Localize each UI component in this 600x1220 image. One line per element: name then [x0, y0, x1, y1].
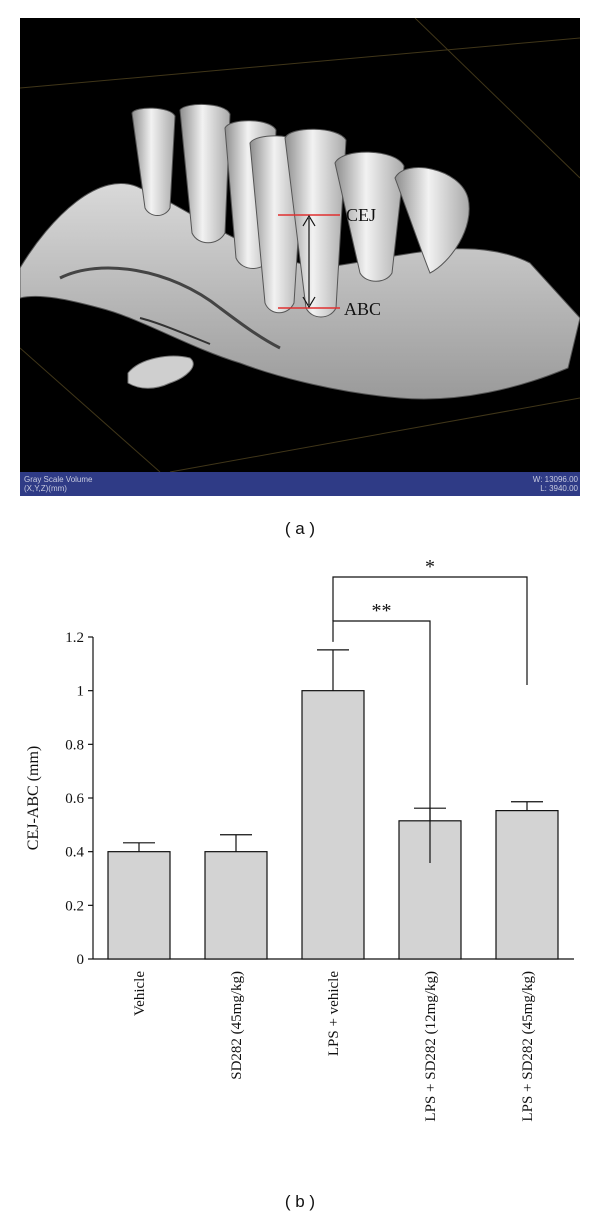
cej-label: CEJ — [346, 205, 376, 225]
significance-label: ** — [372, 600, 392, 622]
significance-bracket — [332, 620, 431, 863]
cej-abc-bar-chart: 0 0.2 0.4 0.6 0.8 1 1.2 Vehicle SD282 (45mg/kg)… — [25, 556, 574, 1122]
y-tick-label: 0.2 — [65, 898, 84, 914]
status-volume-label: Gray Scale Volume — [24, 475, 93, 484]
bar — [107, 851, 171, 960]
y-tick-label: 0.6 — [65, 791, 84, 807]
panel-a-label: ( a ) — [284, 519, 316, 538]
y-axis-label: CEJ-ABC (mm) — [25, 746, 42, 850]
viewer-status-bar: Gray Scale Volume (X,Y,Z)(mm) W: 13096.0… — [20, 472, 580, 496]
panel-b-label: ( b ) — [284, 1192, 316, 1211]
status-units-label: (X,Y,Z)(mm) — [24, 484, 67, 493]
x-tick-label: Vehicle — [132, 971, 148, 1016]
x-axis-labels: Vehicle SD282 (45mg/kg) LPS + vehicle LPS +… — [132, 971, 536, 1122]
bar — [301, 690, 365, 960]
cej-abc-markers: CEJ ABC — [278, 205, 381, 319]
jaw-render-image: CEJ ABC — [20, 18, 580, 472]
x-tick-label: LPS + SD282 (12mg/kg) — [423, 971, 439, 1122]
status-window-value: W: 13096.00 — [532, 475, 578, 484]
bar — [495, 810, 559, 960]
significance-bracket — [332, 576, 528, 685]
x-tick-label: SD282 (45mg/kg) — [229, 971, 245, 1080]
significance-label: * — [425, 556, 435, 578]
y-tick-label: 1 — [77, 684, 85, 700]
y-tick-label: 1.2 — [65, 630, 84, 646]
y-tick-label: 0 — [77, 952, 85, 968]
bar — [204, 851, 268, 960]
x-tick-label: LPS + SD282 (45mg/kg) — [520, 971, 536, 1122]
bars — [107, 649, 559, 960]
micro-ct-rendering: CEJ ABC Gray Scale Volume (X,Y,Z)(mm) W:… — [20, 18, 580, 496]
y-axis: 0 0.2 0.4 0.6 0.8 1 1.2 — [65, 630, 574, 968]
abc-label: ABC — [344, 299, 381, 319]
significance-brackets: *** — [332, 556, 528, 863]
x-tick-label: LPS + vehicle — [326, 971, 342, 1056]
y-tick-label: 0.4 — [65, 845, 84, 861]
y-tick-label: 0.8 — [65, 737, 84, 753]
status-level-value: L: 3940.00 — [540, 484, 578, 493]
